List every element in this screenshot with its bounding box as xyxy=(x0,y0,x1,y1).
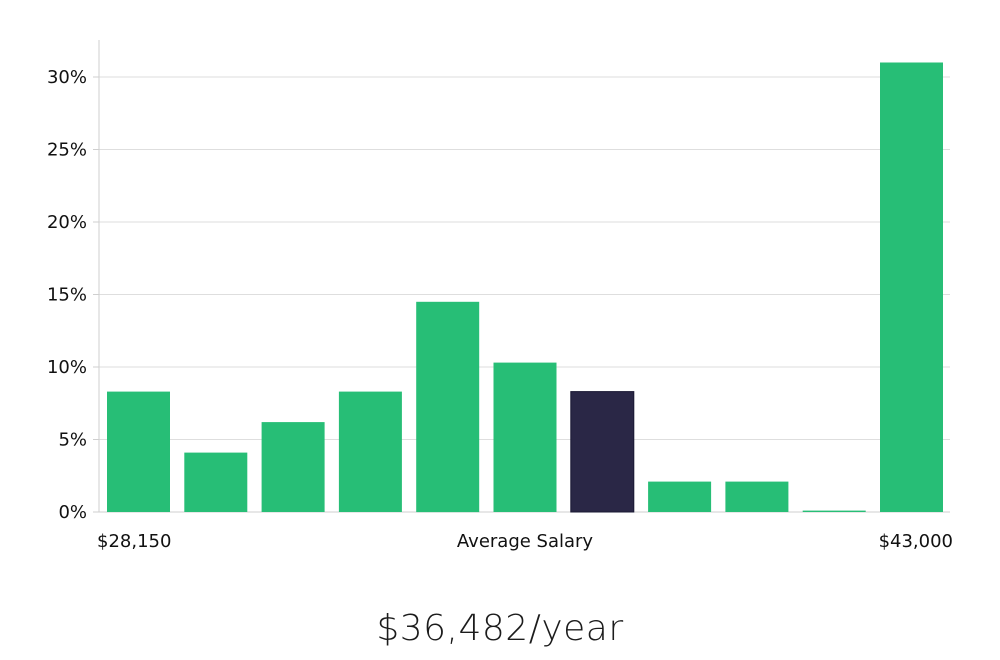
y-tick-label: 30% xyxy=(47,67,87,88)
bars xyxy=(107,62,943,513)
grid-lines xyxy=(99,76,950,440)
x-end-label: $43,000 xyxy=(879,531,953,552)
bar xyxy=(338,391,402,512)
x-axis-label: Average Salary xyxy=(457,531,594,552)
bar xyxy=(802,510,866,512)
y-tick-label: 0% xyxy=(58,502,87,523)
y-tick-label: 5% xyxy=(58,430,87,451)
bar xyxy=(493,362,557,512)
y-tick-label: 10% xyxy=(47,357,87,378)
bar xyxy=(880,62,943,512)
y-tick-label: 15% xyxy=(47,285,87,306)
average-salary-headline: $36,482/year xyxy=(376,608,624,649)
y-tick-label: 25% xyxy=(47,140,87,161)
bar xyxy=(648,481,712,512)
bar xyxy=(261,422,325,512)
y-axis-ticks: 0% 5% 10% 15% 20% 25% 30% xyxy=(47,67,99,523)
bar xyxy=(416,301,480,513)
bar-highlighted xyxy=(570,391,635,513)
bar xyxy=(107,391,170,512)
y-tick-label: 20% xyxy=(47,212,87,233)
bar xyxy=(184,452,248,512)
salary-histogram: 0% 5% 10% 15% 20% 25% 30% $28,150 Average Sala… xyxy=(47,40,953,552)
x-start-label: $28,150 xyxy=(97,531,171,552)
bar xyxy=(725,481,789,512)
